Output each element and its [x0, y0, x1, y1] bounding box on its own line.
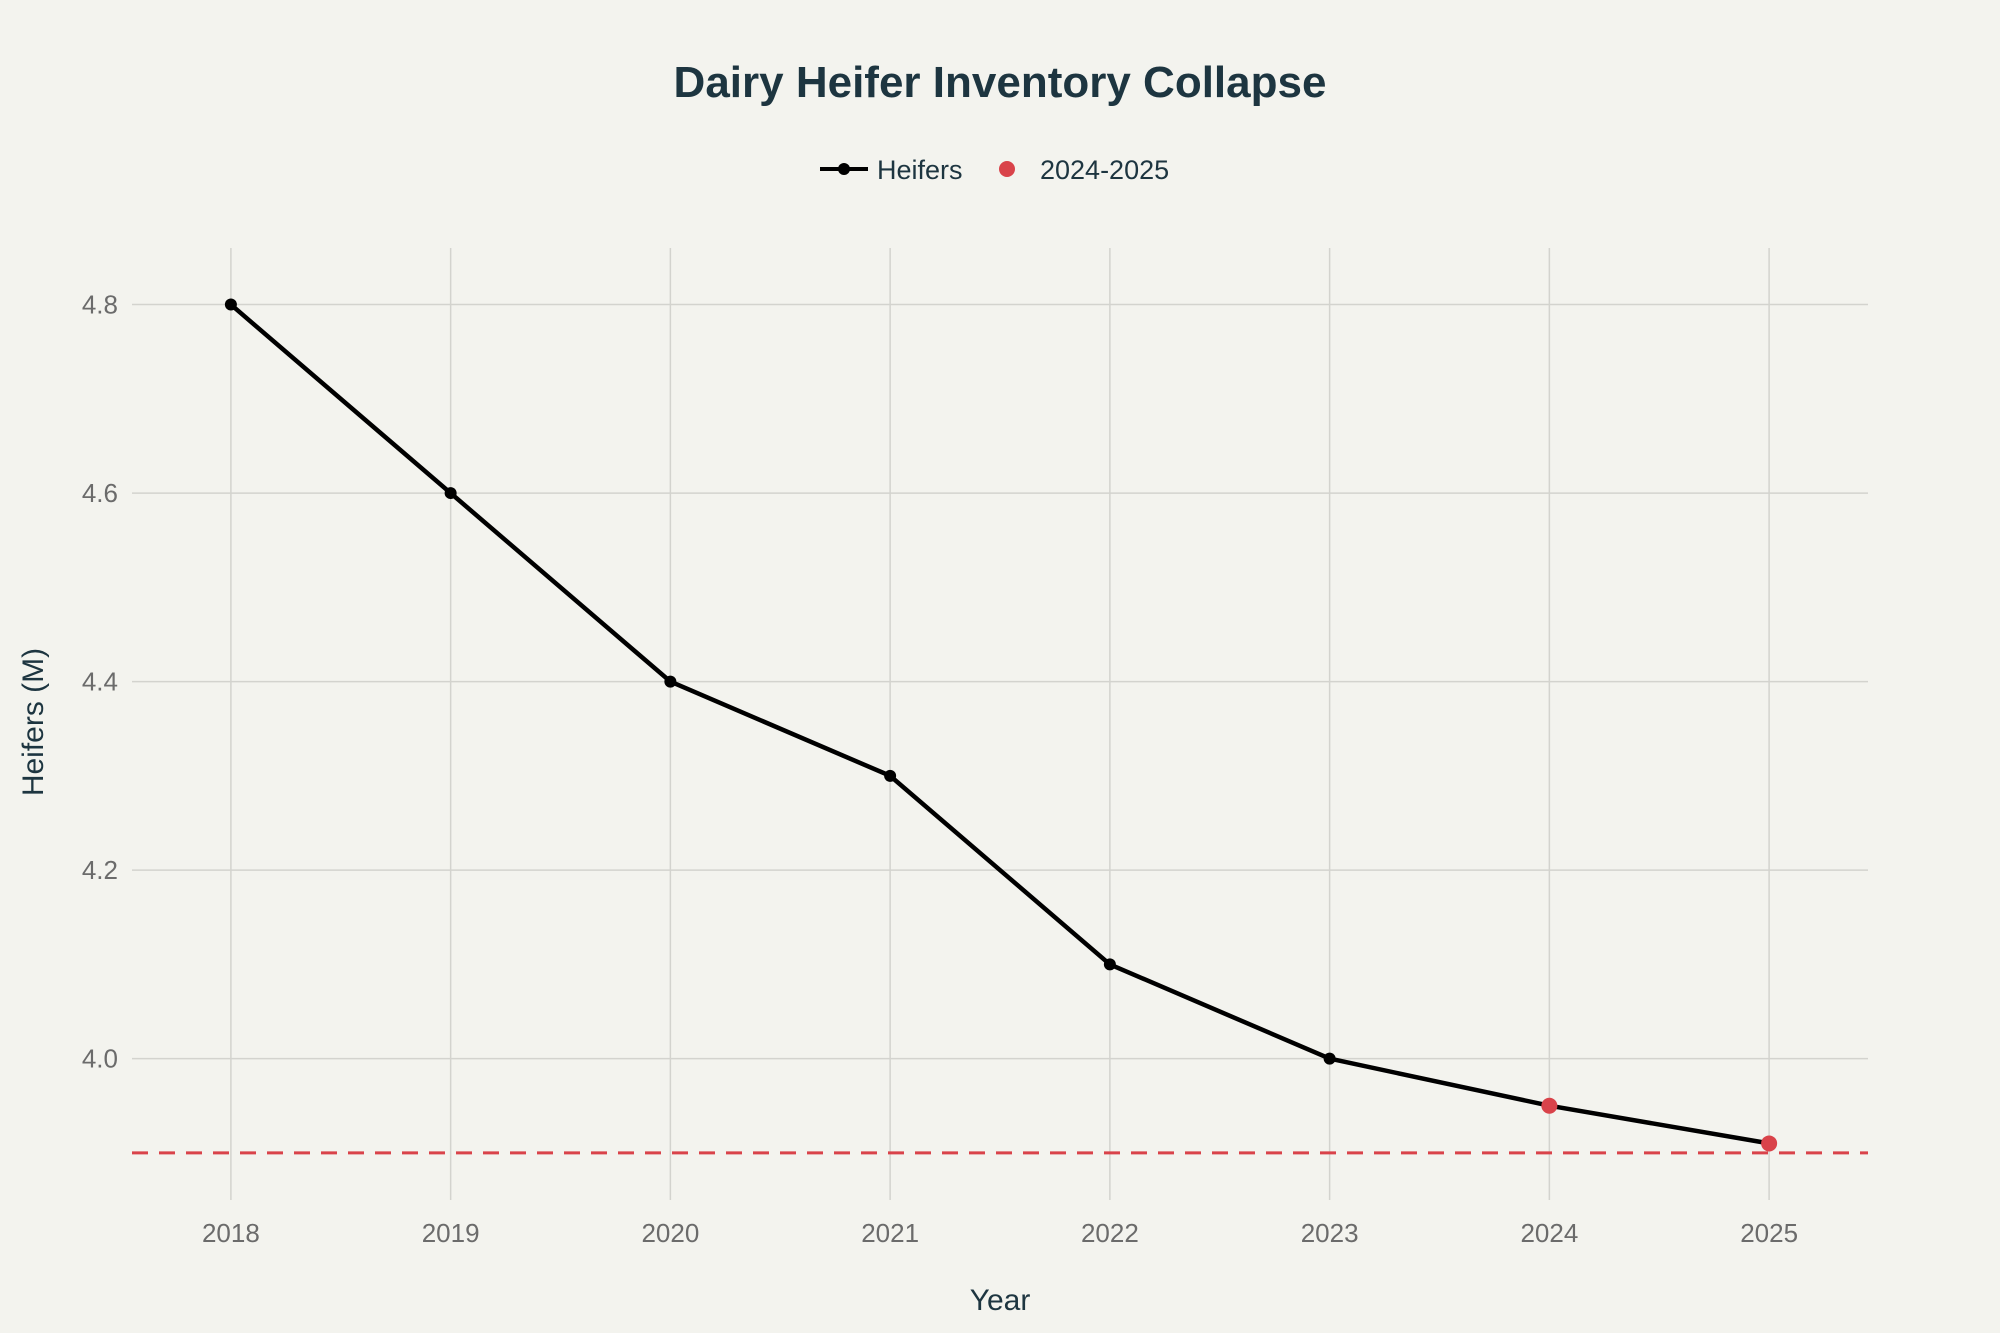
- y-tick-labels: 4.0 4.2 4.4 4.6 4.8: [82, 290, 118, 1074]
- chart-title: Dairy Heifer Inventory Collapse: [674, 58, 1327, 107]
- point-2024-2025-2024: [1541, 1097, 1558, 1114]
- legend-label-heifers: Heifers: [877, 155, 963, 185]
- series-line-group: [229, 302, 1770, 1146]
- y-tick-label-4.0: 4.0: [82, 1044, 118, 1074]
- y-tick-label-4.6: 4.6: [82, 478, 118, 508]
- point-heifers-2019: [444, 487, 457, 500]
- legend-swatch-2024-2025-marker: [999, 161, 1015, 177]
- x-tick-label-2018: 2018: [202, 1218, 260, 1248]
- point-heifers-2023: [1323, 1052, 1336, 1065]
- legend-item-2024-2025[interactable]: 2024-2025: [999, 155, 1169, 185]
- point-heifers-2018: [224, 298, 237, 311]
- x-tick-label-2020: 2020: [641, 1218, 699, 1248]
- x-tick-label-2022: 2022: [1081, 1218, 1139, 1248]
- point-2024-2025-2025: [1761, 1135, 1778, 1152]
- point-heifers-2021: [884, 769, 897, 782]
- legend-label-2024-2025: 2024-2025: [1040, 155, 1169, 185]
- legend-item-heifers[interactable]: Heifers: [820, 155, 963, 185]
- x-gridlines: [230, 248, 1770, 1200]
- legend: Heifers 2024-2025: [820, 155, 1169, 185]
- y-tick-label-4.4: 4.4: [82, 667, 118, 697]
- x-tick-labels: 2018 2019 2020 2021 2022 2023 2024 2025: [202, 1218, 1798, 1248]
- markers-group: [224, 298, 1778, 1152]
- y-tick-label-4.2: 4.2: [82, 855, 118, 885]
- x-axis-title: Year: [970, 1284, 1031, 1317]
- x-tick-label-2021: 2021: [861, 1218, 919, 1248]
- y-tick-label-4.8: 4.8: [82, 290, 118, 320]
- point-heifers-2020: [664, 675, 677, 688]
- x-tick-label-2025: 2025: [1740, 1218, 1798, 1248]
- x-tick-label-2024: 2024: [1520, 1218, 1578, 1248]
- x-tick-label-2023: 2023: [1301, 1218, 1359, 1248]
- legend-swatch-heifers-marker: [838, 163, 850, 175]
- y-gridlines: [132, 303, 1868, 1060]
- point-heifers-2022: [1103, 958, 1116, 971]
- x-tick-label-2019: 2019: [422, 1218, 480, 1248]
- y-axis-title: Heifers (M): [17, 648, 50, 796]
- series-line-heifers: [229, 302, 1770, 1146]
